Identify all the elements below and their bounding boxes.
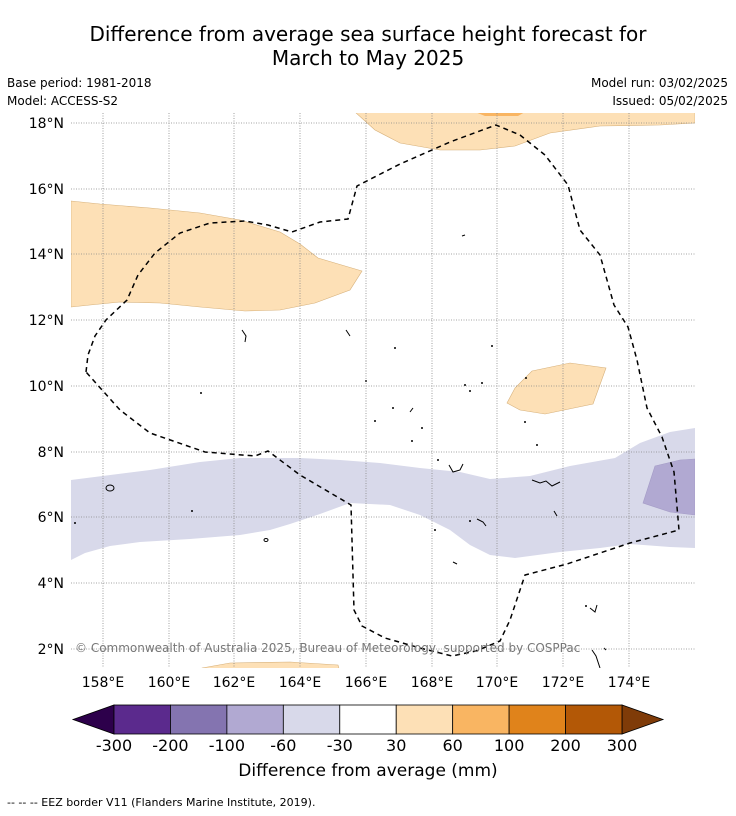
anomaly-patch-north-strong — [477, 113, 524, 116]
lat-label-16n: 16°N — [29, 182, 64, 198]
lat-label-2n: 2°N — [38, 642, 64, 658]
model-name: Model: ACCESS-S2 — [7, 94, 119, 108]
colorbar-segment — [113, 704, 171, 735]
lat-label-4n: 4°N — [38, 576, 64, 592]
colorbar-segment — [170, 704, 228, 735]
lon-label-172e: 172°E — [542, 675, 585, 691]
colorbar-segment — [339, 704, 397, 735]
colorbar-over-triangle — [621, 704, 665, 735]
model-run: Model run: 03/02/2025 — [590, 76, 728, 90]
lat-label-6n: 6°N — [38, 510, 64, 526]
colorbar-segment — [282, 704, 341, 735]
colorbar-tick-label: 200 — [550, 736, 581, 755]
colorbar-tick-label: 300 — [607, 736, 638, 755]
base-period: Base period: 1981-2018 — [7, 76, 152, 90]
map-area: © Commonwealth of Australia 2025, Bureau… — [71, 113, 695, 668]
anomaly-patch-south — [201, 661, 340, 668]
colorbar-segment — [226, 704, 284, 735]
lat-label-14n: 14°N — [29, 247, 64, 263]
colorbar-tick-label: -30 — [327, 736, 353, 755]
anomaly-patch-north — [355, 113, 695, 151]
anomaly-patch-negative-strong — [642, 458, 695, 516]
metadata-left: Base period: 1981-2018 Model: ACCESS-S2 — [7, 74, 152, 110]
colorbar-tick-labels: -300 -200 -100 -60 -30 30 60 100 200 300 — [96, 736, 637, 755]
lat-label-18n: 18°N — [29, 116, 64, 132]
eez-border — [85, 124, 680, 657]
lon-label-164e: 164°E — [279, 675, 322, 691]
map-title: Difference from average sea surface heig… — [0, 22, 736, 70]
lon-label-160e: 160°E — [148, 675, 191, 691]
colorbar-title: Difference from average (mm) — [238, 761, 498, 781]
metadata-right: Model run: 03/02/2025 Issued: 05/02/2025 — [591, 74, 728, 110]
lon-label-162e: 162°E — [213, 675, 256, 691]
lon-label-170e: 170°E — [476, 675, 519, 691]
anomaly-band-negative — [71, 428, 695, 560]
lat-label-8n: 8°N — [38, 445, 64, 461]
longitude-labels: 158°E 160°E 162°E 164°E 166°E 168°E 170°… — [82, 675, 651, 691]
island-dots — [74, 345, 587, 607]
colorbar-tick-label: -200 — [152, 736, 188, 755]
copyright-notice: © Commonwealth of Australia 2025, Bureau… — [75, 641, 580, 655]
colorbar-segment — [452, 704, 510, 735]
colorbar-tick-label: 60 — [442, 736, 462, 755]
colorbar-under-triangle — [71, 704, 115, 735]
colorbar-segment — [565, 704, 623, 735]
colorbar: -300 -200 -100 -60 -30 30 60 100 200 300 — [71, 704, 665, 755]
anomaly-patch-west — [71, 200, 363, 312]
title-line-2: March to May 2025 — [271, 46, 465, 70]
colorbar-tick-label: -300 — [96, 736, 132, 755]
lon-label-158e: 158°E — [82, 675, 125, 691]
issued-date: Issued: 05/02/2025 — [612, 94, 728, 108]
colorbar-tick-label: -100 — [209, 736, 245, 755]
latitude-labels: 2°N 4°N 6°N 8°N 10°N 12°N 14°N 16°N 18°N — [29, 116, 64, 658]
colorbar-tick-label: -60 — [270, 736, 296, 755]
lon-label-166e: 166°E — [345, 675, 388, 691]
island-outlines — [105, 234, 607, 668]
eez-footnote: -- -- -- EEZ border V11 (Flanders Marine… — [7, 796, 316, 809]
colorbar-segments — [113, 704, 623, 735]
gridlines — [71, 113, 695, 668]
lat-label-10n: 10°N — [29, 379, 64, 395]
colorbar-segment — [508, 704, 566, 735]
title-line-1: Difference from average sea surface heig… — [89, 22, 647, 46]
colorbar-segment — [395, 704, 454, 735]
lon-label-174e: 174°E — [608, 675, 651, 691]
lat-label-12n: 12°N — [29, 313, 64, 329]
anomaly-patch-east — [506, 362, 607, 415]
lon-label-168e: 168°E — [411, 675, 454, 691]
colorbar-tick-label: 30 — [386, 736, 406, 755]
colorbar-tick-label: 100 — [494, 736, 525, 755]
